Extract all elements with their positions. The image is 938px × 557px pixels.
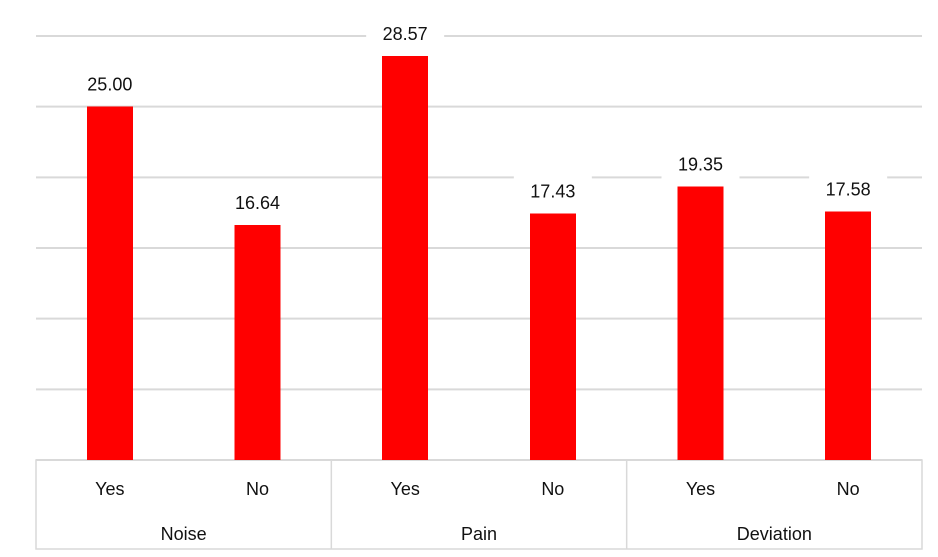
data-label-background	[218, 186, 297, 217]
data-label-background	[70, 68, 149, 99]
x-tick-label: No	[837, 479, 860, 499]
bar	[677, 186, 724, 460]
data-label-background	[809, 173, 888, 204]
bar	[86, 106, 133, 461]
x-tick-label: Yes	[686, 479, 715, 499]
x-tick-label: No	[246, 479, 269, 499]
bar	[825, 211, 872, 460]
data-label: 17.43	[530, 182, 575, 202]
data-label: 28.57	[383, 24, 428, 44]
group-label: Pain	[461, 524, 497, 544]
bar	[529, 213, 576, 460]
data-label: 16.64	[235, 193, 280, 213]
x-axis-table-border	[35, 459, 923, 550]
x-tick-label: Yes	[390, 479, 419, 499]
bar	[234, 224, 281, 460]
x-tick-label: Yes	[95, 479, 124, 499]
category-axis-table	[35, 459, 923, 550]
data-label-background	[513, 175, 592, 206]
group-label: Noise	[161, 524, 207, 544]
data-label-background	[661, 148, 740, 179]
grid-lines	[36, 35, 922, 461]
data-label: 19.35	[678, 155, 723, 175]
data-label: 25.00	[87, 75, 132, 95]
data-label-background	[366, 18, 445, 49]
data-label: 17.58	[826, 180, 871, 200]
group-label: Deviation	[737, 524, 812, 544]
bar	[382, 56, 429, 461]
x-tick-label: No	[541, 479, 564, 499]
